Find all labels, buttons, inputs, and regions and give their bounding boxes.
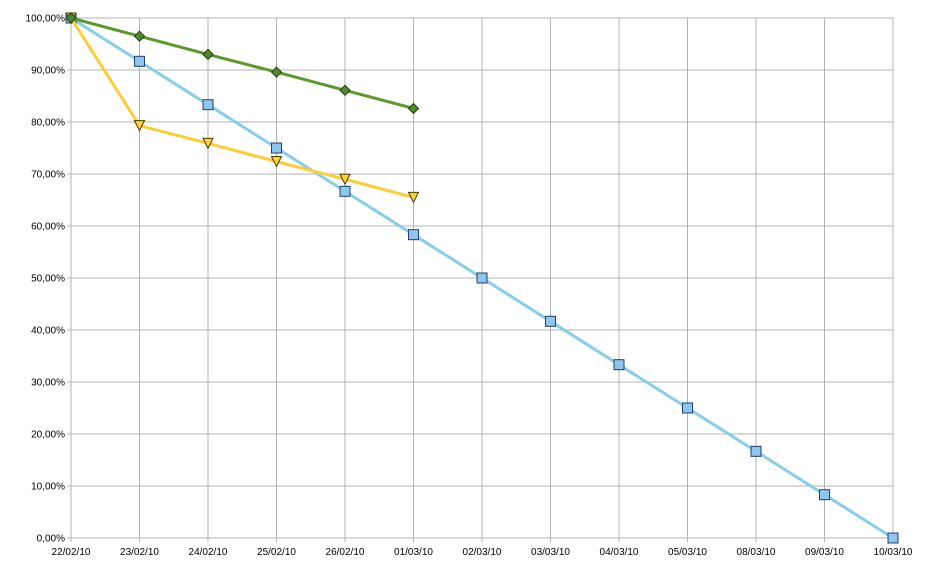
data-point	[682, 402, 693, 414]
data-point	[271, 142, 282, 154]
series-3	[65, 12, 420, 115]
data-point	[339, 185, 351, 197]
data-point	[65, 12, 77, 24]
data-point	[545, 315, 556, 327]
y-tick-label: 60,00%	[31, 222, 65, 233]
y-tick-label: 40,00%	[31, 326, 65, 337]
data-point	[270, 156, 283, 168]
series-layer	[65, 12, 899, 544]
y-tick-label: 90,00%	[31, 66, 65, 77]
y-tick-label: 30,00%	[31, 378, 65, 389]
data-point	[750, 445, 762, 457]
x-tick-label: 02/03/10	[463, 547, 502, 558]
data-point	[339, 84, 351, 96]
data-point	[134, 55, 145, 67]
y-tick-label: 100,00%	[26, 14, 66, 25]
x-tick-label: 22/02/10	[52, 547, 91, 558]
x-tick-label: 08/03/10	[737, 547, 776, 558]
x-tick-label: 10/03/10	[874, 547, 913, 558]
x-tick-label: 09/03/10	[805, 547, 844, 558]
data-point	[202, 137, 214, 150]
x-tick-label: 05/03/10	[668, 547, 707, 558]
x-tick-label: 01/03/10	[394, 547, 433, 558]
data-point	[133, 30, 146, 42]
y-tick-label: 20,00%	[31, 430, 65, 441]
y-tick-label: 80,00%	[31, 118, 65, 129]
x-tick-label: 03/03/10	[531, 547, 570, 558]
plot-border	[70, 17, 894, 539]
data-point	[202, 99, 214, 111]
data-point	[202, 48, 214, 61]
data-point	[339, 173, 351, 186]
y-axis-tick-labels: 0,00% 10,00% 20,00% 30,00% 40,00% 50,00% 60,00…	[26, 14, 66, 545]
x-axis-tick-labels: 22/02/10 23/02/10 24/02/10 25/02/10 26/02/10…	[52, 547, 913, 558]
x-tick-label: 26/02/10	[326, 547, 365, 558]
data-point	[613, 359, 625, 371]
y-tick-label: 10,00%	[31, 482, 65, 493]
data-point	[407, 102, 420, 115]
y-tick-label: 70,00%	[31, 170, 65, 181]
data-point	[133, 120, 146, 132]
x-tick-label: 04/03/10	[600, 547, 639, 558]
data-point	[476, 272, 488, 284]
series-line	[69, 17, 414, 199]
data-point	[819, 489, 830, 501]
data-point	[408, 229, 419, 241]
y-tick-label: 0,00%	[37, 534, 65, 545]
x-tick-label: 24/02/10	[189, 547, 228, 558]
data-point	[407, 191, 420, 204]
axes	[67, 17, 894, 542]
data-point	[270, 66, 283, 78]
data-point	[887, 532, 899, 544]
series-line	[70, 16, 414, 110]
x-tick-label: 25/02/10	[257, 547, 296, 558]
y-tick-label: 50,00%	[31, 274, 65, 285]
x-tick-label: 23/02/10	[120, 547, 159, 558]
